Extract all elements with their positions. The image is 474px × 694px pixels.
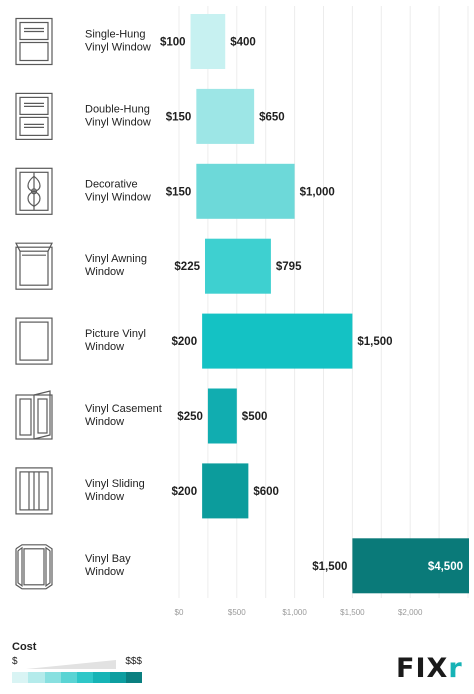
category-label: Vinyl Window xyxy=(85,191,151,203)
high-value-label: $1,500 xyxy=(357,336,392,348)
high-value-label: $4,500 xyxy=(428,561,463,573)
x-tick-label: $500 xyxy=(228,608,246,617)
category-label: Window xyxy=(85,416,124,428)
x-tick-label: $0 xyxy=(175,608,184,617)
window-icons xyxy=(15,17,53,590)
category-label: Double-Hung xyxy=(85,103,150,115)
low-value-label: $250 xyxy=(177,411,203,423)
awning-window-icon xyxy=(15,242,53,290)
x-tick-label: $2,000 xyxy=(398,608,423,617)
bar-bay-window xyxy=(352,538,469,594)
bar-casement-window xyxy=(207,388,237,444)
low-value-label: $100 xyxy=(160,37,186,49)
low-value-label: $200 xyxy=(172,486,198,498)
x-axis-ticks: $0 $500 $1,000 $1,500 $2,000 xyxy=(175,608,423,617)
bar-sliding-window xyxy=(202,463,249,519)
category-label: Vinyl Casement xyxy=(85,403,162,415)
bar-double-hung-window xyxy=(196,88,255,144)
x-tick-label: $1,000 xyxy=(282,608,307,617)
category-label: Window xyxy=(85,341,124,353)
legend-swatch xyxy=(77,672,94,683)
picture-window-icon xyxy=(15,317,53,365)
bay-window-icon xyxy=(15,544,53,590)
category-label: Picture Vinyl xyxy=(85,328,146,340)
logo-accent: r xyxy=(448,653,463,684)
legend-swatches xyxy=(12,672,142,683)
legend-swatch xyxy=(125,672,142,683)
bar-awning-window xyxy=(205,238,271,294)
high-value-label: $600 xyxy=(253,486,279,498)
fixr-logo: FIXr xyxy=(396,653,463,684)
category-label: Single-Hung xyxy=(85,29,146,41)
bar-single-hung-window xyxy=(190,14,226,69)
low-value-label: $200 xyxy=(172,336,198,348)
category-label: Vinyl Bay xyxy=(85,553,131,565)
category-label: Window xyxy=(85,566,124,578)
legend-swatch xyxy=(28,672,45,683)
single-hung-window-icon xyxy=(15,17,53,66)
legend-wedge xyxy=(26,660,116,669)
category-label: Window xyxy=(85,266,124,278)
decorative-window-icon xyxy=(15,167,53,215)
double-hung-window-icon xyxy=(15,92,53,141)
legend-low-label: $ xyxy=(12,656,18,667)
category-label: Decorative xyxy=(85,178,138,190)
legend-high-label: $$$ xyxy=(125,656,142,667)
sliding-window-icon xyxy=(15,467,53,515)
x-tick-label: $1,500 xyxy=(340,608,365,617)
legend-swatch xyxy=(109,672,126,683)
legend-swatch xyxy=(44,672,61,683)
category-label: Window xyxy=(85,491,124,503)
legend-swatch xyxy=(12,672,29,683)
high-value-label: $500 xyxy=(242,411,268,423)
bar-picture-window xyxy=(202,313,353,369)
cost-legend: Cost $ $$$ xyxy=(12,641,142,683)
high-value-label: $650 xyxy=(259,111,285,123)
high-value-label: $1,000 xyxy=(300,186,335,198)
bars xyxy=(190,14,469,594)
casement-window-icon xyxy=(15,390,53,440)
category-label: Vinyl Window xyxy=(85,42,151,54)
legend-scale: $ $$$ xyxy=(12,656,142,670)
category-label: Vinyl Sliding xyxy=(85,478,145,490)
category-label: Vinyl Window xyxy=(85,116,151,128)
low-value-label: $150 xyxy=(166,186,192,198)
high-value-label: $400 xyxy=(230,37,256,49)
bar-decorative-window xyxy=(196,163,295,219)
logo-main: FIX xyxy=(396,653,449,684)
legend-title: Cost xyxy=(12,641,37,653)
high-value-label: $795 xyxy=(276,261,302,273)
category-label: Vinyl Awning xyxy=(85,253,147,265)
low-value-label: $1,500 xyxy=(312,561,347,573)
low-value-label: $225 xyxy=(174,261,200,273)
legend-swatch xyxy=(93,672,110,683)
legend-swatch xyxy=(60,672,77,683)
low-value-label: $150 xyxy=(166,111,192,123)
